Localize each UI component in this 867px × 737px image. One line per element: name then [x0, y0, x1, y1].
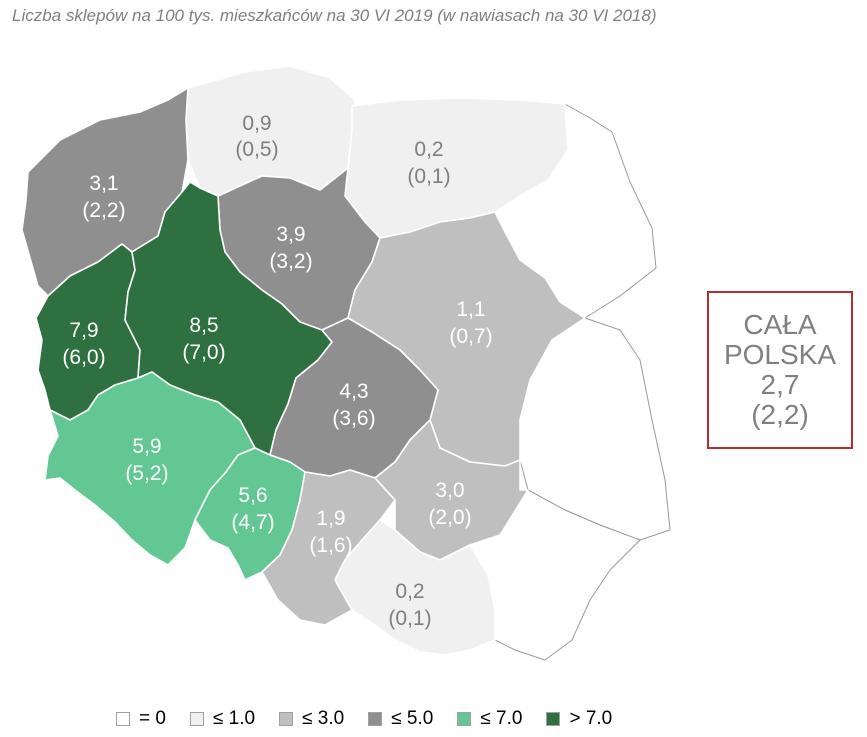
legend-label: = 0 [139, 708, 166, 729]
label-wielkopolskie-prev: (7,0) [182, 341, 225, 364]
legend-label: > 7.0 [569, 708, 613, 729]
country-total-box: CAŁA POLSKA 2,7 (2,2) [707, 291, 853, 449]
region-malopolskie [334, 519, 496, 656]
legend-swatch [457, 712, 472, 726]
legend-label: ≤ 5.0 [391, 708, 434, 729]
label-opolskie-value: 5,6 [238, 484, 267, 507]
legend-swatch [368, 712, 383, 726]
total-prev: (2,2) [751, 399, 809, 430]
label-lodzkie-value: 4,3 [339, 380, 368, 403]
label-mazowieckie-prev: (0,7) [449, 325, 492, 348]
legend-item-le3: ≤ 3.0 [279, 708, 344, 730]
label-pomorskie-prev: (0,5) [235, 138, 278, 161]
legend-item-gt7: > 7.0 [546, 708, 612, 730]
label-mazowieckie-value: 1,1 [456, 298, 485, 321]
legend-item-zero: = 0 [116, 708, 166, 730]
legend: = 0 ≤ 1.0 ≤ 3.0 ≤ 5.0 ≤ 7.0 > 7.0 [116, 708, 636, 730]
legend-item-le1: ≤ 1.0 [189, 708, 256, 730]
label-warminsko-mazurskie-value: 0,2 [414, 138, 443, 161]
label-slaskie-value: 1,9 [316, 507, 345, 530]
legend-item-le7: ≤ 7.0 [457, 708, 522, 730]
label-kujawsko-pomorskie-prev: (3,2) [269, 250, 312, 273]
label-malopolskie-value: 0,2 [395, 580, 424, 603]
label-wielkopolskie-value: 8,5 [189, 314, 218, 337]
label-warminsko-mazurskie-prev: (0,1) [407, 165, 450, 188]
label-dolnoslaskie-prev: (5,2) [125, 462, 168, 485]
label-dolnoslaskie-value: 5,9 [132, 435, 161, 458]
label-lubuskie-value: 7,9 [69, 319, 98, 342]
label-slaskie-prev: (1,6) [309, 534, 352, 557]
label-zachodniopomorskie-value: 3,1 [89, 172, 118, 195]
label-kujawsko-pomorskie-value: 3,9 [276, 223, 305, 246]
legend-swatch [279, 712, 294, 726]
legend-label: ≤ 1.0 [212, 708, 256, 729]
legend-swatch [189, 712, 204, 726]
label-swietokrzyskie-prev: (2,0) [428, 506, 471, 529]
legend-swatch [116, 712, 130, 726]
legend-item-le5: ≤ 5.0 [368, 708, 433, 730]
label-lodzkie-prev: (3,6) [332, 407, 375, 430]
label-lubuskie-prev: (6,0) [62, 346, 105, 369]
total-line1: CAŁA [743, 309, 817, 340]
map-title: Liczba sklepów na 100 tys. mieszkańców n… [12, 6, 657, 25]
legend-label: ≤ 7.0 [480, 708, 523, 729]
total-line2: POLSKA [723, 339, 837, 370]
label-swietokrzyskie-value: 3,0 [435, 479, 464, 502]
label-opolskie-prev: (4,7) [231, 511, 274, 534]
total-value: 2,7 [760, 369, 800, 400]
label-malopolskie-prev: (0,1) [388, 607, 431, 630]
legend-label: ≤ 3.0 [302, 708, 345, 729]
legend-swatch [546, 712, 561, 726]
label-pomorskie-value: 0,9 [242, 112, 271, 135]
label-zachodniopomorskie-prev: (2,2) [82, 199, 125, 222]
